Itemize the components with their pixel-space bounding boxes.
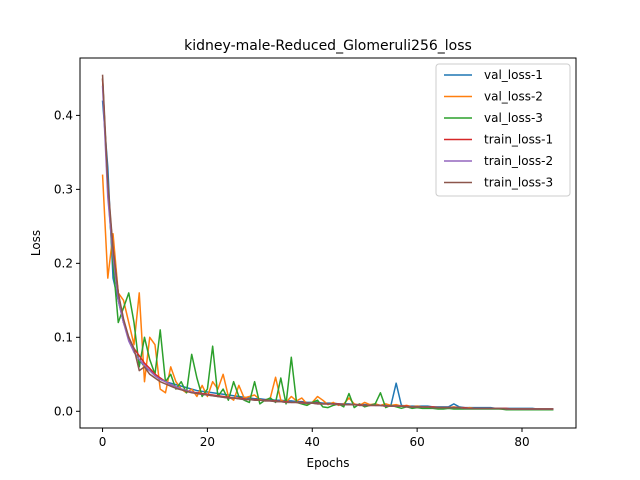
legend-label-val_loss-2: val_loss-2 (484, 90, 543, 104)
x-axis-ticks: 0 20 40 60 80 (99, 428, 530, 449)
y-tick-label: 0.1 (54, 330, 73, 344)
legend-label-train_loss-1: train_loss-1 (484, 133, 553, 147)
series-layer (101, 74, 554, 411)
y-tick-label: 0.3 (54, 182, 73, 196)
x-tick-label: 80 (514, 435, 529, 449)
x-axis-label: Epochs (307, 456, 350, 470)
x-tick-label: 20 (200, 435, 215, 449)
y-axis-ticks: 0.0 0.1 0.2 0.3 0.4 (54, 108, 80, 418)
plot-frame (79, 57, 577, 429)
y-axis-label: Loss (29, 230, 43, 256)
series-line-train_loss-3 (101, 74, 554, 410)
legend-label-val_loss-1: val_loss-1 (484, 68, 543, 82)
x-tick-label: 40 (305, 435, 320, 449)
legend-label-train_loss-3: train_loss-3 (484, 176, 553, 190)
legend-label-val_loss-3: val_loss-3 (484, 111, 543, 125)
x-tick-label: 60 (409, 435, 424, 449)
x-tick-label: 0 (99, 435, 107, 449)
chart-title: kidney-male-Reduced_Glomeruli256_loss (184, 38, 472, 54)
y-tick-label: 0.0 (54, 404, 73, 418)
legend-label-train_loss-2: train_loss-2 (484, 154, 553, 168)
y-tick-label: 0.4 (54, 108, 73, 122)
legend: val_loss-1 val_loss-2 val_loss-3 train_loss… (435, 63, 571, 197)
y-tick-label: 0.2 (54, 256, 73, 270)
